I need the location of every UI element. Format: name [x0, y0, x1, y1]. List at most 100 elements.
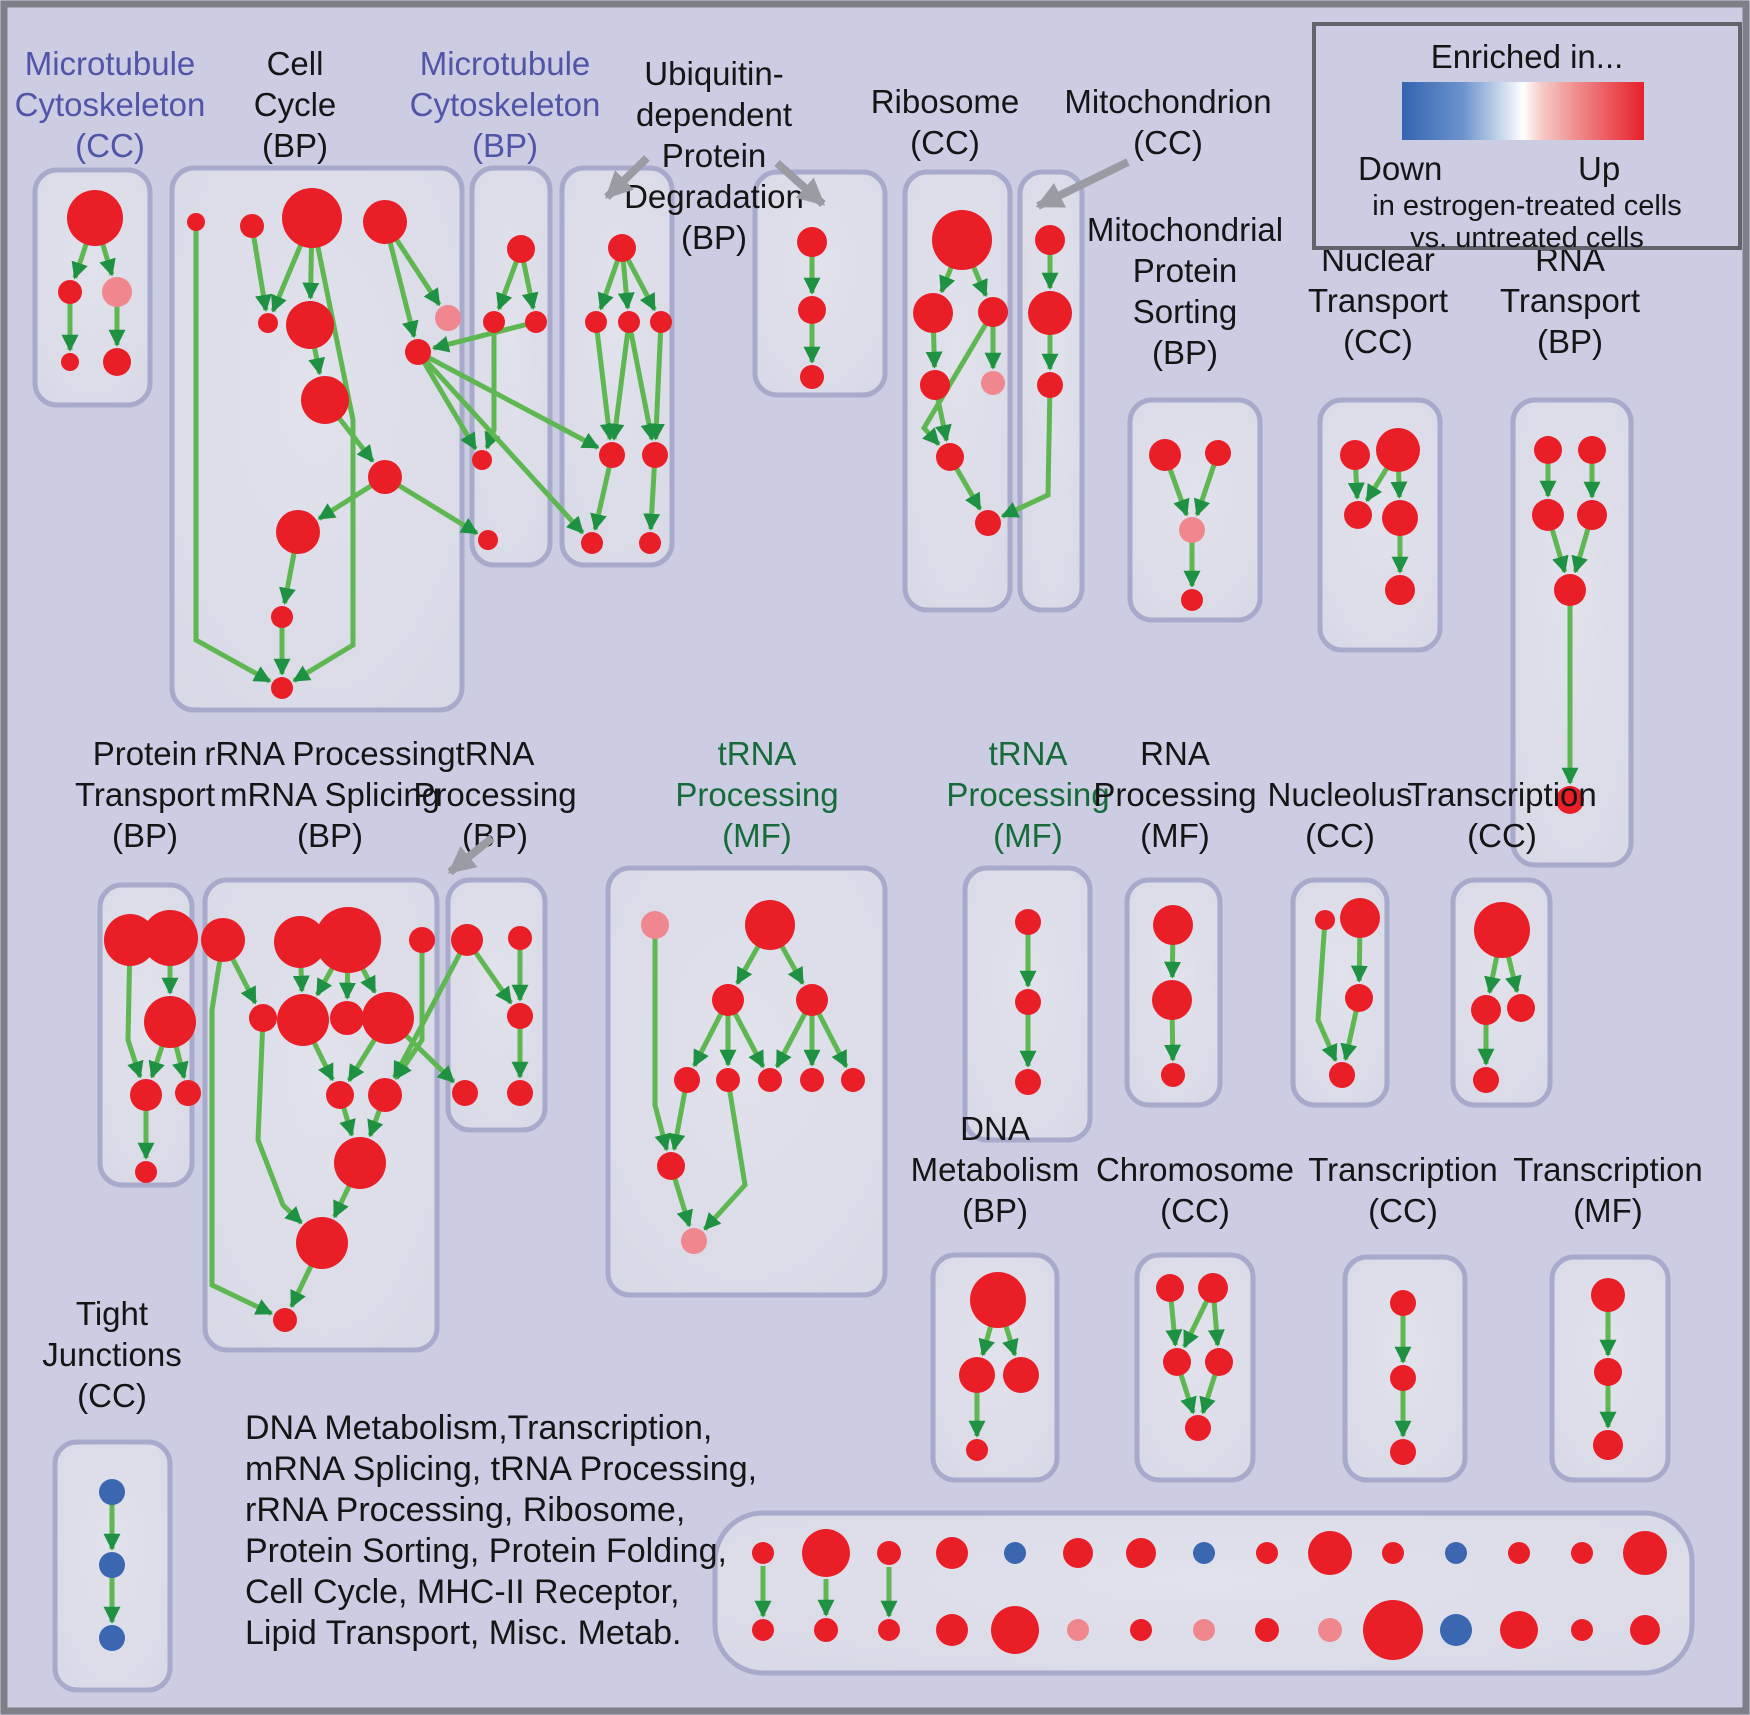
- cluster-ub2-label-line: Protein: [662, 137, 767, 174]
- cluster-trmf2-label-line: tRNA: [989, 735, 1068, 772]
- go-term-node: [758, 1068, 782, 1092]
- cluster-rnat-label-line: Transport: [1500, 282, 1640, 319]
- go-term-node: [452, 1080, 478, 1106]
- cluster-misc-box: [712, 1510, 1695, 1676]
- go-term-node: [581, 532, 603, 554]
- cluster-nucl-label-line: (CC): [1305, 817, 1375, 854]
- cluster-tj-label-line: Junctions: [42, 1336, 181, 1373]
- cluster-msort-box: [1127, 397, 1263, 623]
- cluster-rrna-label-line: mRNA Splicing: [220, 776, 440, 813]
- cluster-mtbp-label-line: (BP): [472, 127, 538, 164]
- go-term-node: [405, 339, 431, 365]
- go-term-node: [991, 1606, 1039, 1654]
- go-term-node: [1015, 989, 1041, 1015]
- go-term-node: [1163, 1348, 1191, 1376]
- edge: [593, 321, 617, 441]
- go-term-node: [1344, 501, 1372, 529]
- go-term-node: [286, 301, 334, 349]
- go-term-node: [1630, 1615, 1660, 1645]
- cluster-rpmf-label-line: (MF): [1140, 817, 1210, 854]
- cluster-cc-label-line: (BP): [262, 127, 328, 164]
- edge: [416, 350, 585, 535]
- go-term-node: [608, 234, 636, 262]
- cluster-ub2-label-line: (BP): [681, 219, 747, 256]
- cluster-tj-label-line: (CC): [77, 1377, 147, 1414]
- go-term-node: [1126, 1538, 1156, 1568]
- cluster-trmf2-label-line: Processing: [946, 776, 1109, 813]
- go-term-node: [657, 1152, 685, 1180]
- edge: [1000, 384, 1053, 519]
- go-term-node: [175, 1080, 201, 1106]
- go-term-node: [913, 293, 953, 333]
- edge: [652, 925, 672, 1152]
- go-term-node: [1532, 499, 1564, 531]
- go-term-node: [970, 1272, 1026, 1328]
- go-term-node: [525, 311, 547, 333]
- cluster-chrom-label-line: (CC): [1160, 1192, 1230, 1229]
- cluster-mito-label-line: Mitochondrion: [1064, 83, 1271, 120]
- go-term-node: [296, 1217, 348, 1269]
- go-term-node: [1554, 574, 1586, 606]
- go-term-node: [1149, 439, 1181, 471]
- cluster-pt-label-line: Protein: [93, 735, 198, 772]
- go-term-node: [1063, 1538, 1093, 1568]
- go-term-node: [1363, 1600, 1423, 1660]
- go-term-node: [1198, 1273, 1228, 1303]
- go-term-node: [1067, 1619, 1089, 1641]
- go-term-node: [451, 924, 483, 956]
- go-term-node: [1382, 1542, 1404, 1564]
- go-term-node: [435, 305, 461, 331]
- go-term-node: [1308, 1531, 1352, 1575]
- go-term-node: [301, 376, 349, 424]
- go-term-node: [1004, 1542, 1026, 1564]
- go-term-node: [966, 1439, 988, 1461]
- cluster-rrna-label-line: rRNA Processing: [204, 735, 455, 772]
- cluster-dnam-box: [930, 1252, 1060, 1483]
- go-term-node: [1471, 995, 1501, 1025]
- cluster-tcc1-label-line: Transcription: [1407, 776, 1597, 813]
- go-term-node: [1152, 980, 1192, 1020]
- go-term-node: [1340, 898, 1380, 938]
- cluster-tcc2-label-line: Transcription: [1308, 1151, 1498, 1188]
- go-term-node: [1594, 1358, 1622, 1386]
- go-term-node: [187, 213, 205, 231]
- cluster-cc-label-line: Cycle: [254, 86, 337, 123]
- go-term-node: [1035, 225, 1065, 255]
- misc-clusters-caption: DNA Metabolism,Transcription, mRNA Splici…: [245, 1408, 757, 1654]
- go-term-node: [1256, 1542, 1278, 1564]
- go-term-node: [273, 1308, 297, 1332]
- cluster-rpmf-label-line: Processing: [1093, 776, 1256, 813]
- go-term-node: [483, 311, 505, 333]
- misc-caption-line: Lipid Transport, Misc. Metab.: [245, 1614, 682, 1652]
- edge: [702, 1079, 748, 1231]
- cluster-trmf1-label-line: tRNA: [718, 735, 797, 772]
- go-term-node: [814, 1618, 838, 1642]
- edge: [392, 938, 470, 1079]
- cluster-msort-label-line: Sorting: [1133, 293, 1238, 330]
- go-term-node: [599, 442, 625, 468]
- go-term-node: [800, 365, 824, 389]
- go-term-node: [641, 911, 669, 939]
- cluster-trmf1-label-line: Processing: [675, 776, 838, 813]
- cluster-nucl-label-line: Nucleolus: [1268, 776, 1413, 813]
- labels: Microtubule Cytoskeleton (CC) Cell Cycle (BP)…: [15, 45, 1703, 1414]
- go-term-node: [1445, 1542, 1467, 1564]
- go-term-node: [1205, 1348, 1233, 1376]
- cluster-ub2-label-line: Ubiquitin-: [644, 55, 783, 92]
- go-term-node: [642, 442, 668, 468]
- go-term-node: [959, 1357, 995, 1393]
- go-term-node: [1193, 1542, 1215, 1564]
- go-term-node: [1440, 1614, 1472, 1646]
- misc-caption-line: DNA Metabolism,Transcription,: [245, 1409, 713, 1447]
- edge: [1315, 919, 1338, 1062]
- go-term-node: [102, 277, 132, 307]
- go-term-node: [1507, 994, 1535, 1022]
- cluster-mtcc-label-line: Cytoskeleton: [15, 86, 206, 123]
- go-term-node: [409, 927, 435, 953]
- cluster-mito-label-line: (CC): [1133, 124, 1203, 161]
- go-term-node: [877, 1541, 901, 1565]
- go-term-node: [650, 311, 672, 333]
- go-term-node: [258, 313, 278, 333]
- cluster-mtbp-label-line: Cytoskeleton: [410, 86, 601, 123]
- label-pointer-arrow-icon: [774, 160, 826, 207]
